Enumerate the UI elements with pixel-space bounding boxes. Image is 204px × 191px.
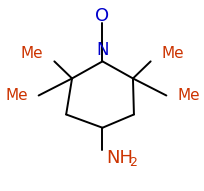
Text: Me: Me: [176, 88, 199, 103]
Text: N: N: [96, 41, 108, 59]
Text: NH: NH: [106, 149, 133, 167]
Text: Me: Me: [21, 46, 43, 61]
Text: 2: 2: [128, 156, 136, 169]
Text: O: O: [95, 7, 109, 25]
Text: Me: Me: [5, 88, 28, 103]
Text: Me: Me: [161, 46, 183, 61]
